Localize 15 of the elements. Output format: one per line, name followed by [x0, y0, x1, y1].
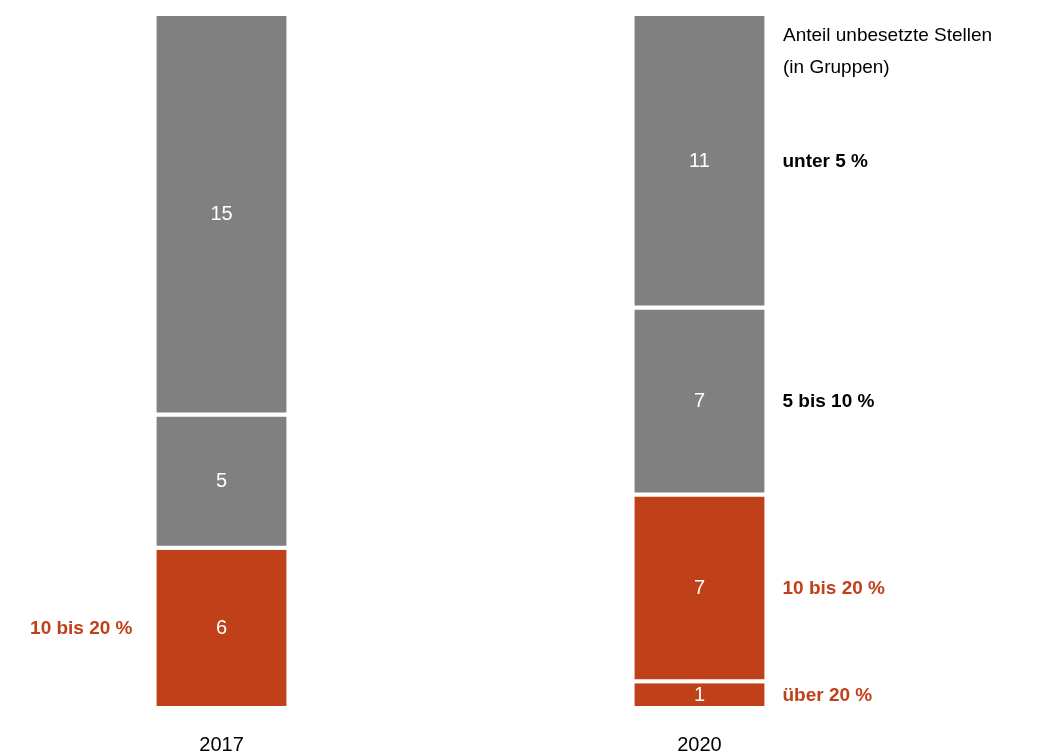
data-label: 5	[215, 469, 228, 492]
data-label: 7	[693, 389, 706, 412]
series-label: unter 5 %	[782, 149, 869, 171]
data-label: 7	[693, 575, 706, 598]
series-label: über 20 %	[782, 683, 873, 705]
data-label: 15	[210, 202, 233, 225]
data-label: 6	[215, 615, 228, 638]
legend-title: Anteil unbesetzte Stellen (in Gruppen)	[783, 24, 993, 77]
series-label: 5 bis 10 %	[782, 390, 875, 412]
annotation: 10 bis 20 %	[30, 616, 133, 638]
data-label: 11	[689, 148, 710, 171]
series-label: 10 bis 20 %	[782, 576, 886, 598]
data-label: 1	[693, 682, 706, 705]
x-tick-label: 2020	[677, 732, 722, 755]
x-tick-label: 2017	[199, 732, 244, 755]
